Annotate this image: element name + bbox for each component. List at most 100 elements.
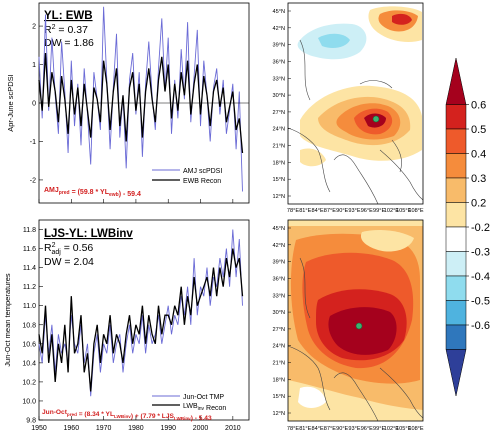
bottom-correlation-map: 45°N 42°N 39°N 36°N 33°N 30°N 27°N 24°N 21°N 18°N… (273, 219, 424, 432)
top-ytick-label: 1 (32, 62, 36, 69)
bottom-map-lat-label: 27°N (273, 327, 286, 333)
top-series-recon (38, 52, 244, 154)
colorbar-label: -0.5 (471, 296, 490, 308)
top-ytick-label: 0 (32, 101, 36, 108)
bottom-series-lines (38, 229, 244, 397)
top-r-squared: R2 = 0.37 (44, 24, 88, 36)
bottom-xtick-label: 2010 (225, 425, 241, 432)
bottom-map-site-marker (355, 322, 363, 330)
colorbar: 0.6 0.5 0.4 0.3 0.2 -0.2 -0.3 -0.4 -0.5 -0.6 (445, 57, 490, 397)
bottom-map-lat-label: 39°N (273, 260, 286, 266)
colorbar-segment (445, 104, 467, 130)
bottom-map-north-patch (360, 230, 414, 252)
bottom-map-lon-label: 90°E (336, 426, 348, 432)
colorbar-label: 0.3 (471, 173, 486, 185)
bottom-legend-recon: LWBinv Recon (183, 403, 226, 412)
bottom-map-lat-label: 45°N (273, 226, 286, 232)
top-legend-observed: AMJ scPDSI (183, 168, 222, 175)
bottom-xtick-label: 1960 (64, 425, 80, 432)
bottom-map-frame (287, 219, 424, 422)
bottom-legend-observed: Jun-Oct TMP (183, 394, 224, 401)
top-map-lat-label: 42°N (273, 26, 286, 32)
top-map-lat-label: 15°N (273, 177, 286, 183)
bottom-map-lat-label: 18°N (273, 377, 286, 383)
top-map-site-marker (372, 115, 380, 123)
colorbar-segment (445, 177, 467, 203)
bottom-regression-equation: Jun-Octpred = (8.34 * YLLWBinv) + (7.79 … (42, 409, 212, 422)
bottom-map-lon-label: 96°E (361, 426, 373, 432)
bottom-map-lat-label: 15°N (273, 394, 286, 400)
top-map-lat-label: 18°N (273, 160, 286, 166)
top-map-lon-label: 90°E (336, 208, 348, 214)
top-map-lon-label: 102°E (384, 208, 400, 214)
bottom-map-lat-labels: 45°N 42°N 39°N 36°N 33°N 30°N 27°N 24°N 21°N 18°N… (273, 226, 291, 417)
bottom-durbin-watson: DW = 2.04 (44, 256, 94, 268)
colorbar-segment (445, 153, 467, 179)
bottom-ytick-label: 11.2 (23, 284, 36, 291)
bottom-map-lat-label: 36°N (273, 276, 286, 282)
top-map-lon-labels: 78°E 81°E 84°E 87°E 90°E 93°E 96°E 99°E102°E105… (287, 208, 424, 214)
top-map-lat-labels: 45°N 42°N 39°N 36°N 33°N 30°N 27°N 24°N 21°N 18°N… (273, 9, 291, 200)
top-map-lon-label: 78°E (287, 208, 299, 214)
bottom-map-lat-label: 30°N (273, 310, 286, 316)
top-y-axis-label: Apr-June scPDSI (6, 74, 15, 132)
colorbar-segment (445, 349, 467, 397)
bottom-series-recon (38, 248, 244, 392)
top-map-lat-label: 36°N (273, 59, 286, 65)
top-map-lat-label: 39°N (273, 43, 286, 49)
bottom-map-lon-label: 105°E (396, 426, 412, 432)
top-map-ne-core (392, 13, 412, 25)
colorbar-segment (445, 275, 467, 301)
top-map-lat-label: 24°N (273, 127, 286, 133)
colorbar-label: 0.6 (471, 100, 486, 112)
colorbar-segment (445, 57, 467, 105)
bottom-legend: Jun-Oct TMP LWBinv Recon (152, 394, 226, 412)
colorbar-label: -0.3 (471, 247, 490, 259)
colorbar-segment (445, 128, 467, 154)
bottom-map-lon-label: 84°E (311, 426, 323, 432)
top-panel-title: YL: EWB (44, 10, 93, 22)
top-map-lat-label: 33°N (273, 76, 286, 82)
colorbar-segment (445, 202, 467, 228)
bottom-time-series-panel: LJS-YL: LWBinv R2 adj = 0.56 DW = 2.04 Ju… (3, 219, 250, 432)
bottom-map-core (328, 307, 397, 355)
bottom-map-lon-label: 81°E (299, 426, 311, 432)
top-map-lon-label: 81°E (299, 208, 311, 214)
bottom-map-lat-label: 12°N (273, 411, 286, 417)
top-map-lon-label: 96°E (361, 208, 373, 214)
colorbar-label: -0.2 (471, 222, 490, 234)
top-map-lat-label: 21°N (273, 144, 286, 150)
top-map-borders (287, 39, 424, 205)
top-time-series-panel: YL: EWB R2 = 0.37 DW = 1.86 Apr-June scP… (6, 2, 250, 204)
top-map-lat-label: 45°N (273, 9, 286, 15)
bottom-ytick-label: 10.6 (22, 341, 36, 348)
bottom-map-white-patch (298, 386, 326, 408)
bottom-ytick-label: 10.2 (22, 379, 36, 386)
bottom-ytick-label: 10.8 (22, 322, 36, 329)
top-map-lon-label: 105°E (396, 208, 412, 214)
bottom-map-lat-label: 24°N (273, 344, 286, 350)
top-map-lon-label: 84°E (311, 208, 323, 214)
bottom-map-lon-label: 108°E (408, 426, 424, 432)
colorbar-label: -0.6 (471, 320, 490, 332)
top-map-lat-label: 27°N (273, 110, 286, 116)
bottom-y-ticks: 9.8 10.0 10.2 10.4 10.6 10.8 11.0 11.2 11.4 11.6 1… (22, 227, 43, 425)
colorbar-segment (445, 300, 467, 326)
bottom-map-lon-label: 102°E (384, 426, 400, 432)
colorbar-label: 0.5 (471, 124, 486, 136)
bottom-ytick-label: 11.4 (23, 265, 36, 272)
bottom-ytick-label: 9.8 (26, 418, 36, 425)
top-map-lon-label: 99°E (373, 208, 385, 214)
top-map-lat-label: 30°N (273, 93, 286, 99)
bottom-y-axis-label: Jun-Oct mean temperatures (3, 273, 12, 367)
top-ytick-label: -1 (30, 139, 36, 146)
bottom-map-lon-label: 93°E (348, 426, 360, 432)
top-correlation-map: 45°N 42°N 39°N 36°N 33°N 30°N 27°N 24°N 21°N 18°N… (273, 2, 424, 214)
bottom-xtick-label: 1970 (96, 425, 112, 432)
top-map-lon-label: 87°E (324, 208, 336, 214)
bottom-map-lat-label: 33°N (273, 293, 286, 299)
top-legend-recon: EWB Recon (183, 178, 221, 185)
bottom-xtick-label: 2000 (193, 425, 209, 432)
top-map-neg-core (318, 33, 350, 48)
